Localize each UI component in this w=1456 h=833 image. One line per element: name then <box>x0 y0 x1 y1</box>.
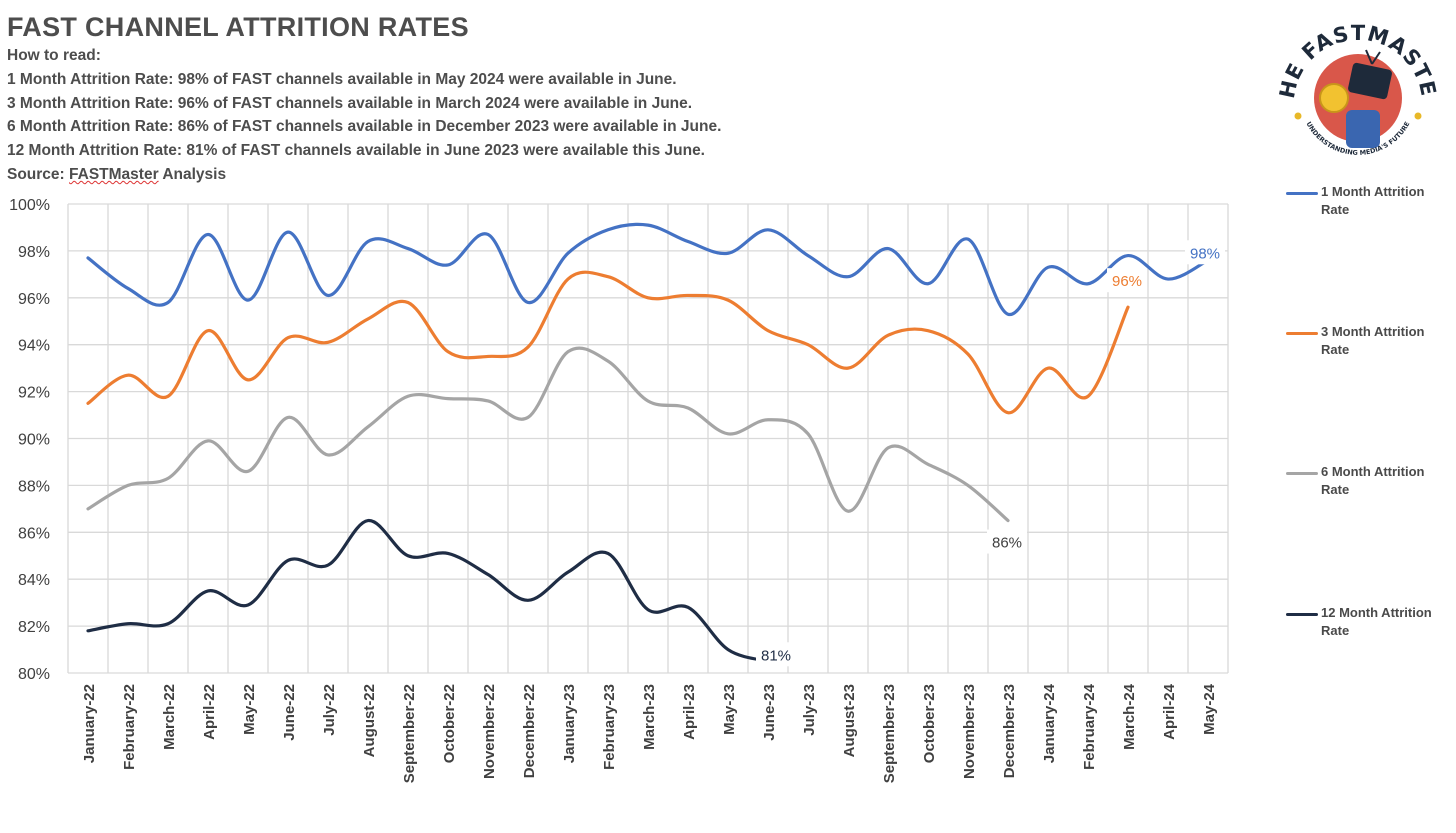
x-tick-label: April-24 <box>1161 683 1178 740</box>
gridlines <box>67 203 1229 674</box>
data-label: 96% <box>1112 273 1142 290</box>
x-tick-label: January-24 <box>1041 683 1058 763</box>
chart-title: FAST CHANNEL ATTRITION RATES <box>7 12 469 42</box>
series-line-3-month-attrition-rate <box>86 270 1130 415</box>
x-tick-label: April-22 <box>201 684 218 740</box>
data-label-background <box>756 642 796 667</box>
fastmaster-logo: THE FASTMASTER UNDERSTANDING MEDIA'S FUT… <box>1272 12 1440 157</box>
x-tick-label: October-22 <box>441 684 458 763</box>
legend-label: 6 Month Attrition Rate <box>1321 464 1425 497</box>
explanation-1-month: 1 Month Attrition Rate: 98% of FAST chan… <box>7 70 677 88</box>
end-data-labels: 98% 96% 86% 81% <box>756 240 1225 667</box>
source-name: FASTMaster <box>69 165 159 183</box>
x-tick-label: March-24 <box>1121 683 1138 750</box>
y-tick-label: 82% <box>18 619 50 636</box>
how-to-read-heading: How to read: <box>7 47 101 64</box>
legend-swatch <box>1286 332 1318 335</box>
y-axis: 80% 82% 84% 86% 88% 90% 92% 94% 96% 98% 100% <box>9 197 50 683</box>
logo-tv-head-icon <box>1348 62 1392 100</box>
legend-label: 12 Month Attrition Rate <box>1321 605 1432 638</box>
x-tick-label: March-23 <box>641 684 658 750</box>
legend-swatch <box>1286 192 1318 195</box>
legend-item: 1 Month Attrition Rate <box>1286 183 1441 219</box>
x-tick-label: October-23 <box>921 684 938 763</box>
y-tick-label: 100% <box>9 197 50 214</box>
source-prefix: Source: <box>7 165 70 183</box>
series-lines <box>86 222 1210 663</box>
series-line-12-month-attrition-rate <box>86 518 770 663</box>
chart-header: FAST CHANNEL ATTRITION RATES How to read… <box>7 10 721 187</box>
x-tick-label: November-22 <box>481 684 498 779</box>
y-tick-label: 96% <box>18 291 50 308</box>
data-label: 86% <box>992 535 1022 552</box>
y-tick-label: 80% <box>18 666 50 683</box>
data-label-background <box>1185 240 1225 265</box>
y-tick-label: 84% <box>18 572 50 589</box>
x-tick-label: May-22 <box>241 684 258 735</box>
source-suffix: Analysis <box>158 165 227 183</box>
x-tick-label: January-22 <box>81 684 98 763</box>
logo-figure-body <box>1346 110 1380 148</box>
explanation-6-month: 6 Month Attrition Rate: 86% of FAST chan… <box>7 118 722 136</box>
logo-sun-icon <box>1319 83 1349 113</box>
x-axis: January-22 February-22 March-22 April-22 May… <box>81 683 1218 783</box>
legend-swatch <box>1286 472 1318 475</box>
y-tick-label: 86% <box>18 525 50 542</box>
x-tick-label: May-24 <box>1201 683 1218 735</box>
source-line: Source: FASTMaster Analysis <box>7 163 721 187</box>
legend-label: 3 Month Attrition Rate <box>1321 324 1425 357</box>
explanation-12-month: 12 Month Attrition Rate: 81% of FAST cha… <box>7 142 705 160</box>
x-tick-label: August-22 <box>361 684 378 757</box>
x-tick-label: June-23 <box>761 684 778 741</box>
legend-swatch <box>1286 613 1318 616</box>
legend-item: 6 Month Attrition Rate <box>1286 463 1441 499</box>
x-tick-label: March-22 <box>161 684 178 750</box>
y-tick-label: 90% <box>18 432 50 449</box>
x-tick-label: February-22 <box>121 684 138 770</box>
y-tick-label: 98% <box>18 244 50 261</box>
x-tick-label: September-22 <box>401 684 418 783</box>
x-tick-label: May-23 <box>721 684 738 735</box>
x-tick-label: December-23 <box>1001 684 1018 778</box>
x-tick-label: September-23 <box>881 684 898 783</box>
x-tick-label: April-23 <box>681 684 698 740</box>
data-label-background <box>1107 268 1147 293</box>
x-tick-label: July-23 <box>801 684 818 736</box>
x-tick-label: February-23 <box>601 684 618 770</box>
explanation-3-month: 3 Month Attrition Rate: 96% of FAST chan… <box>7 94 693 112</box>
legend-item: 3 Month Attrition Rate <box>1286 323 1441 359</box>
y-tick-label: 88% <box>18 478 50 495</box>
x-tick-label: November-23 <box>961 684 978 779</box>
series-line-6-month-attrition-rate <box>86 346 1010 523</box>
legend-label: 1 Month Attrition Rate <box>1321 184 1425 217</box>
y-tick-label: 92% <box>18 385 50 402</box>
x-tick-label: June-22 <box>281 684 298 741</box>
x-tick-label: February-24 <box>1081 683 1098 770</box>
series-line-1-month-attrition-rate <box>86 222 1210 316</box>
y-tick-label: 94% <box>18 338 50 355</box>
x-tick-label: January-23 <box>561 684 578 763</box>
data-label: 98% <box>1190 245 1220 262</box>
x-tick-label: August-23 <box>841 684 858 757</box>
data-label: 81% <box>761 647 791 664</box>
x-tick-label: December-22 <box>521 684 538 778</box>
x-tick-label: July-22 <box>321 684 338 736</box>
data-label-background <box>987 529 1027 554</box>
legend-item: 12 Month Attrition Rate <box>1286 604 1441 640</box>
